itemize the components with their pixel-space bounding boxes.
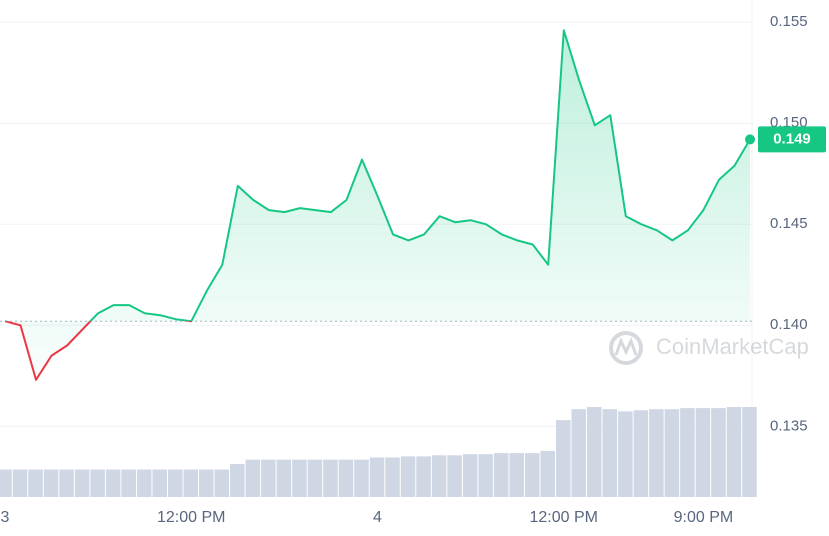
- volume-bar: [167, 469, 183, 497]
- volume-bar: [462, 454, 478, 497]
- volume-bar: [447, 455, 462, 497]
- volume-bar: [664, 409, 680, 497]
- volume-bar: [183, 469, 199, 497]
- x-tick-label: 9:00 PM: [674, 509, 734, 526]
- volume-bar: [0, 469, 12, 497]
- volume-bar: [431, 455, 447, 497]
- volume-bar: [276, 459, 292, 497]
- volume-bar: [245, 459, 261, 497]
- x-tick-label: 12:00 PM: [157, 509, 225, 526]
- price-tag: [758, 126, 826, 153]
- volume-bar: [59, 469, 74, 497]
- volume-bar: [369, 457, 385, 497]
- volume-bar: [633, 410, 649, 497]
- volume-bar: [726, 407, 742, 497]
- volume-bar: [90, 469, 105, 497]
- volume-bar: [478, 454, 493, 497]
- volume-bar: [524, 453, 540, 497]
- volume-bar: [618, 411, 633, 497]
- volume-bar: [649, 409, 664, 497]
- volume-bar: [12, 469, 28, 497]
- volume-bar: [509, 453, 524, 497]
- volume-bar: [230, 464, 245, 497]
- x-tick-label: 12:00 PM: [530, 509, 598, 526]
- volume-bar: [571, 409, 587, 497]
- x-tick-label: 4: [373, 509, 382, 526]
- watermark-text: CoinMarketCap: [656, 334, 809, 359]
- volume-bar: [214, 469, 230, 497]
- volume-bar: [587, 407, 602, 497]
- area: [5, 30, 750, 380]
- y-tick-label: 0.140: [770, 316, 808, 333]
- volume-bar: [74, 469, 90, 497]
- volume-bar: [105, 469, 121, 497]
- y-tick-label: 0.145: [770, 215, 808, 232]
- price-line: [4, 29, 751, 322]
- volume-bar: [307, 459, 323, 497]
- volume-bar: [199, 469, 214, 497]
- volume-bar: [555, 420, 571, 497]
- volume-bar: [711, 408, 726, 497]
- volume-bar: [338, 459, 354, 497]
- volume-bar: [354, 459, 369, 497]
- volume-bar: [323, 459, 338, 497]
- y-tick-label: 0.135: [770, 417, 808, 434]
- volume-bar: [400, 456, 416, 497]
- volume-bar: [28, 469, 43, 497]
- volume-bar: [43, 469, 59, 497]
- volume-bar: [385, 457, 400, 497]
- volume-bar: [136, 469, 152, 497]
- volume-bar: [493, 453, 509, 497]
- price-tag-label: 0.149: [773, 130, 811, 147]
- volume-bar: [540, 450, 555, 497]
- volume-bar: [680, 408, 695, 497]
- volume-bar: [742, 407, 757, 497]
- volume-bar: [121, 469, 136, 497]
- volume-bar: [152, 469, 167, 497]
- y-tick-label: 0.155: [770, 13, 808, 30]
- volume-bar: [695, 408, 711, 497]
- x-tick-label: 3: [1, 509, 10, 526]
- watermark: CoinMarketCap: [609, 331, 809, 365]
- volume-bar: [416, 456, 431, 497]
- volume-bar: [602, 409, 618, 497]
- volume-bar: [292, 459, 307, 497]
- volume-bar: [261, 459, 276, 497]
- last-point: [745, 134, 755, 145]
